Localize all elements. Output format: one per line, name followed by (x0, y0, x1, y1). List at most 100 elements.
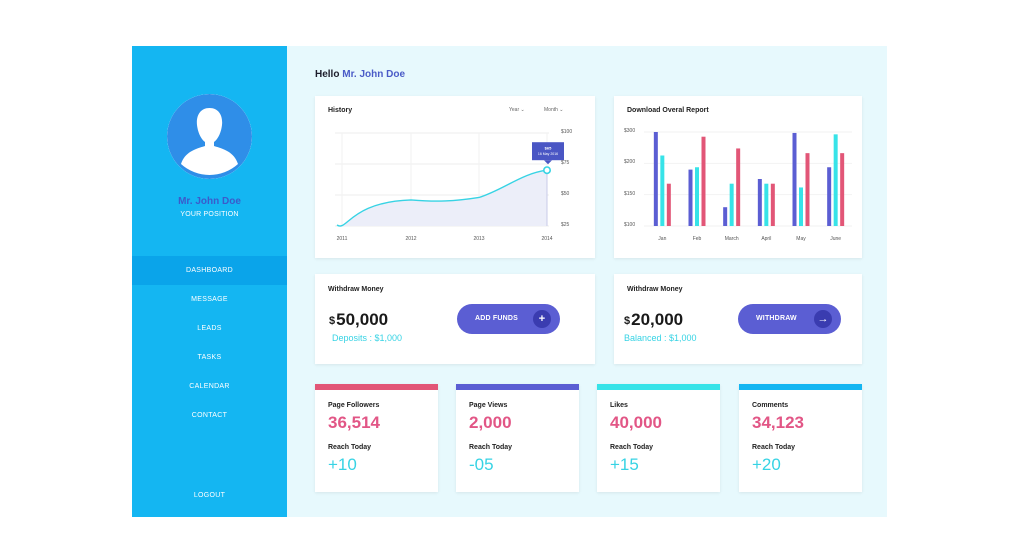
stat-card-followers: Page Followers 36,514 Reach Today +10 (315, 384, 438, 492)
history-area (337, 170, 547, 227)
arrow-right-icon: → (814, 310, 832, 328)
month-select-label: Month (544, 107, 558, 113)
add-funds-label: ADD FUNDS (475, 315, 519, 322)
reach-value: +20 (752, 455, 781, 474)
bar (805, 153, 810, 226)
sidebar-nav: DASHBOARD MESSAGE LEADS TASKS CALENDAR C… (132, 256, 287, 430)
report-card: Download Overal Report $300 $200 $150 $100 J… (614, 96, 862, 258)
stat-accent-bar (456, 384, 579, 390)
history-title: History (328, 107, 353, 114)
add-funds-button[interactable]: ADD FUNDS + (457, 304, 560, 334)
reach-label: Reach Today (752, 444, 796, 451)
sidebar-item-dashboard[interactable]: DASHBOARD (132, 256, 287, 285)
withdraw-card-deposit: Withdraw Money $50,000 Deposits : $1,000… (315, 274, 595, 364)
app-frame: Mr. John Doe YOUR POSITION DASHBOARD MES… (132, 46, 887, 517)
x-tick-label: Feb (692, 236, 702, 242)
highlight-point (543, 166, 552, 175)
sidebar-item-leads[interactable]: LEADS (197, 325, 222, 332)
stat-accent-bar (315, 384, 438, 390)
stat-value: 40,000 (610, 413, 662, 432)
bar (770, 183, 775, 226)
y-tick-label: $200 (624, 159, 636, 166)
user-silhouette-icon (167, 94, 252, 179)
currency-symbol: $ (624, 315, 631, 327)
history-series-line (336, 169, 548, 227)
withdraw-label: WITHDRAW (756, 315, 797, 322)
amount-value: 20,000 (631, 310, 684, 329)
plus-icon: + (533, 310, 551, 328)
stat-card-views: Page Views 2,000 Reach Today -05 (456, 384, 579, 492)
bar (729, 183, 734, 226)
page-title: Hello Mr. John Doe (315, 69, 405, 80)
stat-value: 36,514 (328, 413, 380, 432)
stat-value: 34,123 (752, 413, 804, 432)
report-chart (644, 131, 852, 227)
month-select[interactable]: Month ⌄ (544, 107, 564, 113)
bar (764, 183, 769, 226)
sidebar: Mr. John Doe YOUR POSITION DASHBOARD MES… (132, 46, 287, 517)
stat-label: Comments (752, 402, 789, 409)
sidebar-item-contact[interactable]: CONTACT (191, 412, 228, 419)
x-tick-label: 2014 (541, 236, 553, 242)
y-tick-label: $75 (561, 160, 570, 166)
tooltip-pointer (544, 160, 552, 165)
year-select-label: Year (509, 107, 520, 113)
sidebar-item-message[interactable]: MESSAGE (191, 296, 228, 303)
withdraw-card-balance: Withdraw Money $20,000 Balanced : $1,000… (614, 274, 862, 364)
bar (701, 136, 706, 226)
tooltip-box (532, 142, 564, 161)
withdraw-button[interactable]: WITHDRAW → (738, 304, 841, 334)
y-tick-label: $300 (624, 128, 636, 134)
stat-label: Likes (610, 402, 628, 409)
x-tick-label: March (724, 236, 739, 242)
stat-card-comments: Comments 34,123 Reach Today +20 (739, 384, 862, 492)
user-name: Mr. John Doe (178, 196, 241, 207)
report-title: Download Overal Report (627, 107, 709, 114)
stat-card-likes: Likes 40,000 Reach Today +15 (597, 384, 720, 492)
x-tick-label: 2012 (405, 236, 417, 242)
x-tick-label: June (830, 236, 842, 242)
greeting-user-name: Mr. John Doe (342, 69, 406, 80)
x-tick-label: Jan (658, 236, 667, 242)
avatar[interactable] (167, 94, 252, 179)
bar (840, 153, 845, 226)
x-tick-label: 2013 (473, 236, 485, 242)
deposits-text: Deposits : $1,000 (332, 333, 403, 343)
bar (833, 134, 838, 226)
x-tick-label: April (761, 236, 772, 242)
chevron-down-icon: ⌄ (520, 107, 525, 113)
bar (688, 169, 693, 226)
bar (723, 207, 728, 226)
y-tick-label: $150 (624, 190, 636, 197)
stat-label: Page Views (469, 402, 508, 409)
bar (695, 167, 699, 226)
sidebar-item-tasks[interactable]: TASKS (197, 354, 222, 361)
user-position: YOUR POSITION (180, 211, 239, 218)
y-tick-label: $50 (561, 191, 570, 197)
bar (666, 183, 671, 226)
x-tick-label: 2011 (336, 236, 348, 242)
reach-label: Reach Today (610, 444, 654, 451)
bar (799, 187, 803, 226)
bar (827, 167, 832, 226)
reach-label: Reach Today (469, 444, 513, 451)
tooltip-value: $65 (545, 146, 552, 151)
stat-accent-bar (597, 384, 720, 390)
bar (792, 132, 797, 226)
x-tick-label: May (796, 236, 806, 242)
tooltip-date: 16 May 2016 (538, 152, 558, 156)
main-content: Hello Mr. John Doe History Year ⌄ Month … (287, 46, 887, 517)
withdraw-title: Withdraw Money (328, 286, 384, 293)
sidebar-item-calendar[interactable]: CALENDAR (189, 383, 230, 390)
year-select[interactable]: Year ⌄ (509, 107, 525, 113)
withdraw-amount: $20,000 (624, 310, 683, 330)
stat-accent-bar (739, 384, 862, 390)
currency-symbol: $ (329, 315, 336, 327)
bar (757, 179, 762, 226)
withdraw-title: Withdraw Money (627, 286, 683, 293)
greeting-text: Hello (315, 69, 340, 80)
bar (653, 132, 658, 226)
y-tick-label: $25 (561, 222, 570, 228)
logout-button[interactable]: LOGOUT (193, 492, 226, 499)
